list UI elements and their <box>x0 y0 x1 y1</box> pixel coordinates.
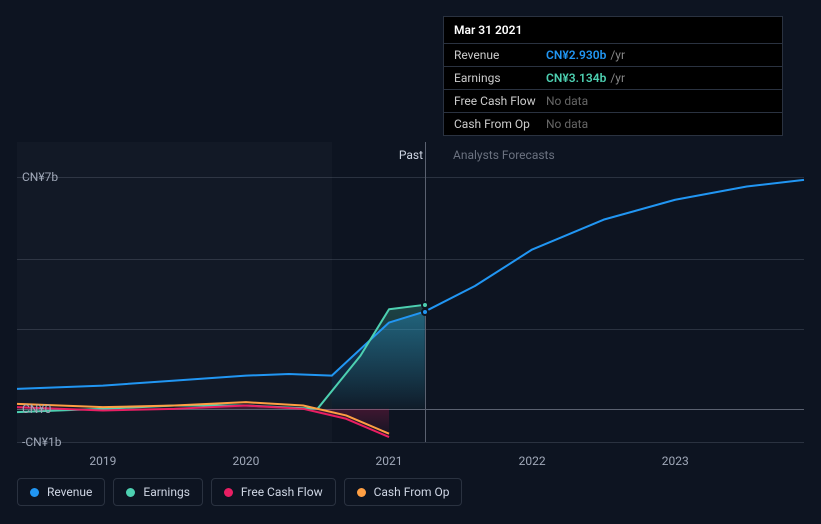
zero-baseline <box>17 409 804 410</box>
tooltip-value: CN¥3.134b <box>546 71 606 85</box>
legend-label: Earnings <box>143 485 190 499</box>
tooltip-metric-label: Revenue <box>454 48 546 62</box>
x-axis-label: 2021 <box>376 454 403 468</box>
legend-dot-icon <box>30 488 39 497</box>
legend-item-revenue[interactable]: Revenue <box>17 478 105 506</box>
legend-dot-icon <box>126 488 135 497</box>
legend-dot-icon <box>357 488 366 497</box>
tooltip-date: Mar 31 2021 <box>444 17 782 44</box>
legend-label: Free Cash Flow <box>241 485 323 499</box>
tooltip-unit: /yr <box>610 71 625 85</box>
y-axis-label: CN¥7b <box>22 170 58 184</box>
chart-tooltip: Mar 31 2021 RevenueCN¥2.930b/yrEarningsC… <box>443 16 783 136</box>
past-region-label: Past <box>399 148 423 162</box>
tooltip-nodata: No data <box>546 117 588 131</box>
gridline <box>17 442 804 443</box>
tooltip-row: Free Cash FlowNo data <box>444 90 782 113</box>
legend-dot-icon <box>224 488 233 497</box>
past-period-shade <box>17 142 332 442</box>
y-axis-label: -CN¥1b <box>22 435 61 449</box>
tooltip-row: Cash From OpNo data <box>444 113 782 135</box>
chart-legend: Revenue Earnings Free Cash Flow Cash From O… <box>17 478 462 506</box>
x-axis-label: 2020 <box>232 454 259 468</box>
chart-marker <box>421 308 429 316</box>
tooltip-nodata: No data <box>546 94 588 108</box>
series-fill-revenue <box>332 312 425 409</box>
tooltip-metric-label: Free Cash Flow <box>454 94 546 108</box>
financial-forecast-chart: CN¥7b CN¥0 -CN¥1b 2019 2020 2021 2022 2023 Pas… <box>0 0 821 524</box>
past-forecast-divider <box>425 142 426 442</box>
tooltip-value: CN¥2.930b <box>546 48 606 62</box>
tooltip-row: RevenueCN¥2.930b/yr <box>444 44 782 67</box>
y-axis-label: CN¥0 <box>22 402 51 416</box>
legend-item-cfo[interactable]: Cash From Op <box>344 478 463 506</box>
x-axis-label: 2022 <box>519 454 546 468</box>
legend-item-fcf[interactable]: Free Cash Flow <box>211 478 336 506</box>
x-axis-label: 2019 <box>89 454 116 468</box>
tooltip-unit: /yr <box>610 48 625 62</box>
x-axis-label: 2023 <box>662 454 689 468</box>
tooltip-metric-label: Earnings <box>454 71 546 85</box>
forecast-region-label: Analysts Forecasts <box>453 148 555 162</box>
legend-label: Revenue <box>47 485 92 499</box>
tooltip-metric-label: Cash From Op <box>454 117 546 131</box>
tooltip-row: EarningsCN¥3.134b/yr <box>444 67 782 90</box>
legend-label: Cash From Op <box>374 485 450 499</box>
legend-item-earnings[interactable]: Earnings <box>113 478 203 506</box>
